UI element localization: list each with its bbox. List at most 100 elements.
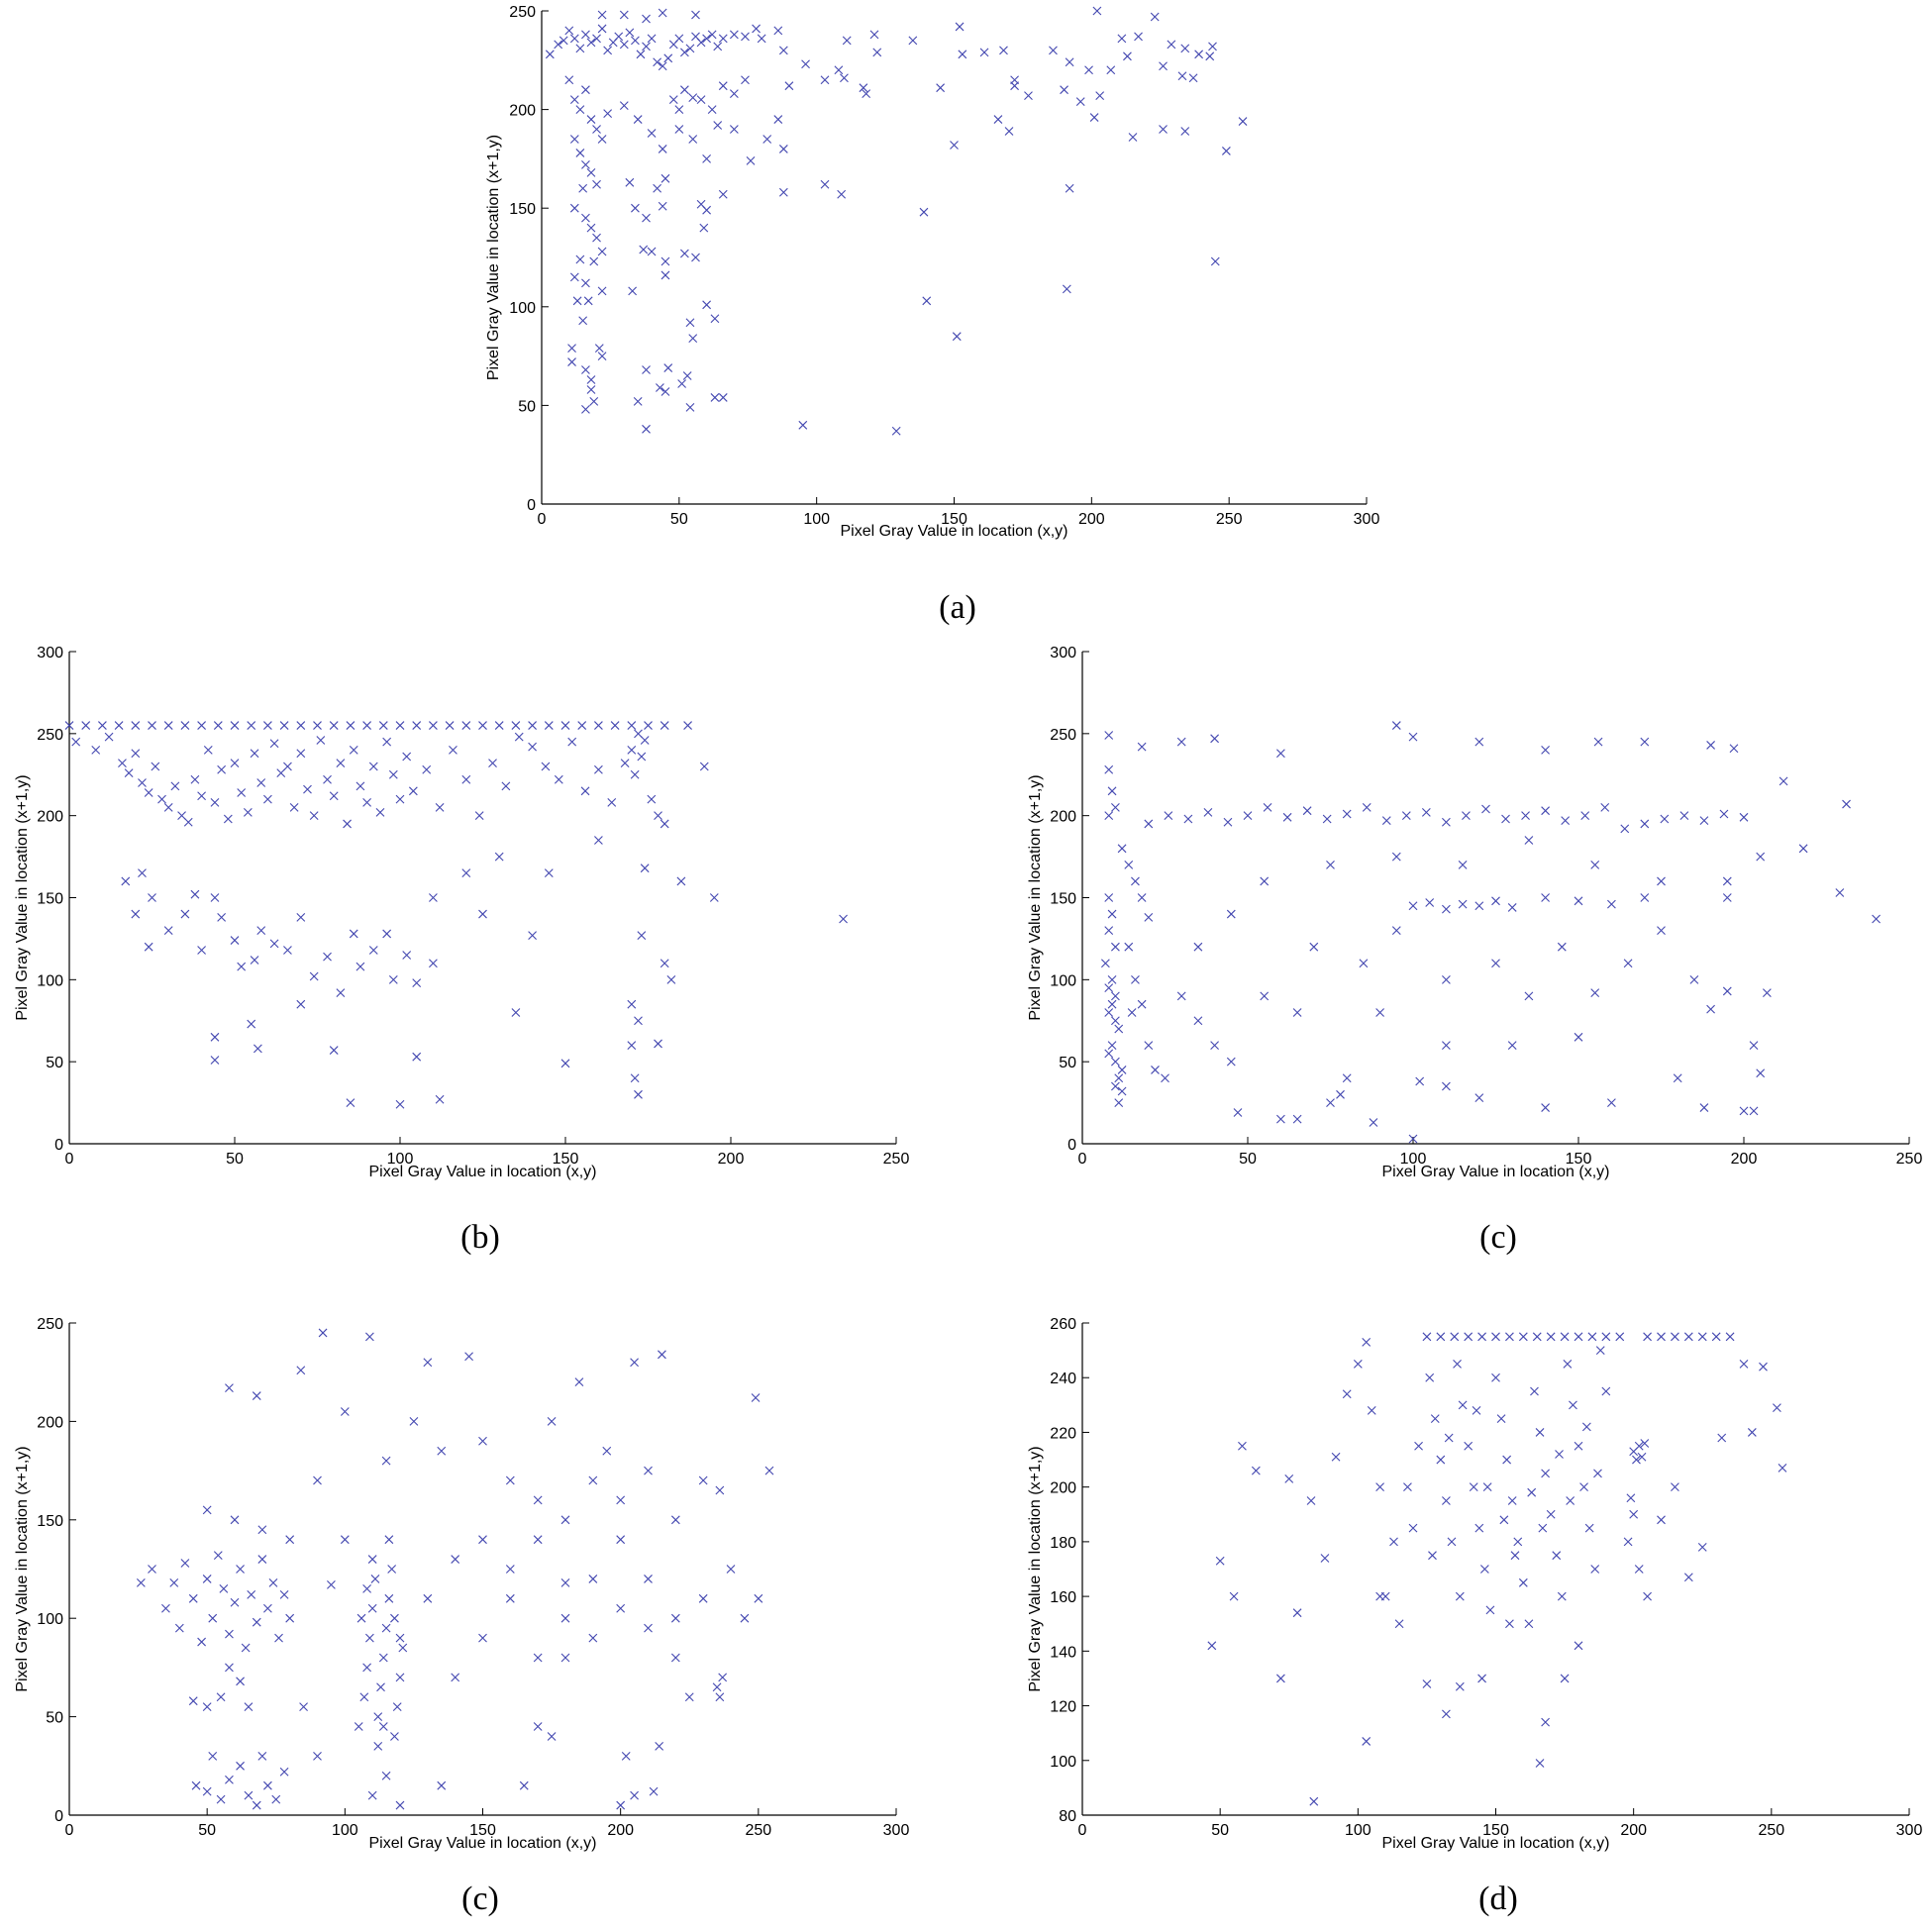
scatter-point [663, 363, 673, 372]
scatter-point [1092, 6, 1102, 16]
scatter-point [340, 1535, 350, 1545]
y-tick-label: 250 [509, 4, 536, 21]
scatter-point [872, 48, 882, 57]
scatter-point [702, 205, 711, 215]
scatter-point [144, 942, 153, 952]
scatter-point [1362, 802, 1372, 812]
scatter-point [1574, 1441, 1583, 1451]
scatter-point [1251, 1466, 1261, 1475]
scatter-point [373, 1712, 383, 1721]
scatter-point [588, 1575, 598, 1583]
scatter-point [362, 1583, 371, 1593]
scatter-point [1107, 999, 1117, 1009]
scatter-point [1134, 32, 1143, 42]
scatter-point [1117, 844, 1127, 854]
scatter-point [1421, 807, 1431, 817]
scatter-point [445, 721, 455, 730]
scatter-point [715, 1692, 725, 1702]
scatter-point [1632, 1455, 1641, 1465]
scatter-point [1699, 1103, 1709, 1112]
x-tick-label: 250 [1896, 1151, 1923, 1168]
scatter-point [1104, 1049, 1114, 1059]
scatter-point [252, 1391, 261, 1400]
scatter-point [1560, 1674, 1570, 1683]
scatter-point [217, 912, 227, 922]
scatter-point [1238, 1441, 1247, 1451]
scatter-point [1634, 1565, 1644, 1574]
scatter-point [216, 1794, 226, 1804]
scatter-point [1640, 737, 1650, 747]
scatter-point [356, 1613, 366, 1623]
scatter-point [388, 769, 398, 779]
scatter-point [1447, 1537, 1457, 1547]
scatter-point [1322, 814, 1332, 824]
scatter-point [296, 999, 306, 1009]
scatter-point [707, 105, 717, 114]
scatter-point [859, 83, 868, 93]
scatter-point [511, 721, 521, 730]
scatter-point [581, 85, 590, 95]
scatter-point [257, 1555, 267, 1564]
scatter-point [505, 1565, 515, 1574]
scatter-point [1306, 1496, 1316, 1505]
x-tick-label: 0 [65, 1822, 74, 1839]
scatter-point [698, 1593, 708, 1603]
scatter-point [1590, 860, 1600, 869]
scatter-point [1394, 1619, 1404, 1629]
scatter-point [1711, 1332, 1721, 1342]
scatter-point [1749, 1106, 1759, 1116]
scatter-point [1601, 1386, 1611, 1396]
scatter-point [801, 59, 810, 69]
panel-caption: (a) [939, 589, 976, 626]
scatter-point [627, 721, 637, 730]
scatter-point [1104, 764, 1114, 774]
scatter-point [661, 387, 670, 396]
scatter-point [398, 1643, 408, 1653]
scatter-point [395, 1673, 405, 1682]
scatter-chart-2: 0 50 100 150 200 250 0 50 100 150 200 250 300 Pixel G… [1027, 645, 1922, 1256]
scatter-point [203, 746, 213, 755]
scatter-point [1430, 1414, 1440, 1424]
x-tick-label: 200 [1620, 1822, 1647, 1839]
scatter-point [163, 721, 173, 730]
scatter-point [1561, 816, 1571, 826]
scatter-point [1501, 814, 1510, 824]
scatter-point [670, 1613, 680, 1623]
scatter-point [1010, 81, 1019, 91]
scatter-point [663, 53, 673, 63]
scatter-point [1095, 91, 1105, 101]
scatter-point [1414, 1441, 1423, 1451]
scatter-point [1401, 811, 1411, 821]
scatter-point [567, 344, 576, 354]
scatter-point [958, 50, 967, 59]
scatter-point [616, 1603, 626, 1613]
scatter-point [230, 936, 240, 945]
scatter-point [569, 95, 579, 105]
scatter-point [429, 959, 438, 968]
scatter-point [684, 1692, 694, 1702]
x-tick-label: 100 [803, 511, 830, 528]
scatter-point [1114, 1098, 1124, 1107]
scatter-point [1513, 1537, 1523, 1547]
panel-caption: (c) [461, 1881, 499, 1917]
scatter-point [1309, 942, 1319, 952]
scatter-point [1629, 1509, 1639, 1519]
scatter-point [564, 75, 574, 85]
scatter-point [1722, 986, 1732, 996]
x-tick-label: 250 [1216, 511, 1243, 528]
scatter-point [628, 286, 638, 296]
scatter-point [1474, 737, 1484, 747]
scatter-point [1739, 812, 1749, 822]
scatter-point [1756, 852, 1766, 862]
scatter-point [660, 819, 669, 829]
scatter-point [1176, 737, 1186, 747]
scatter-point [225, 1663, 234, 1673]
x-axis-label: Pixel Gray Value in location (x,y) [1381, 1835, 1609, 1852]
scatter-point [616, 1800, 626, 1810]
scatter-point [588, 1633, 598, 1643]
scatter-point [1458, 860, 1468, 869]
scatter-point [586, 385, 596, 394]
scatter-point [1590, 1565, 1600, 1574]
scatter-point [616, 1535, 626, 1545]
scatter-point [1151, 1066, 1160, 1074]
